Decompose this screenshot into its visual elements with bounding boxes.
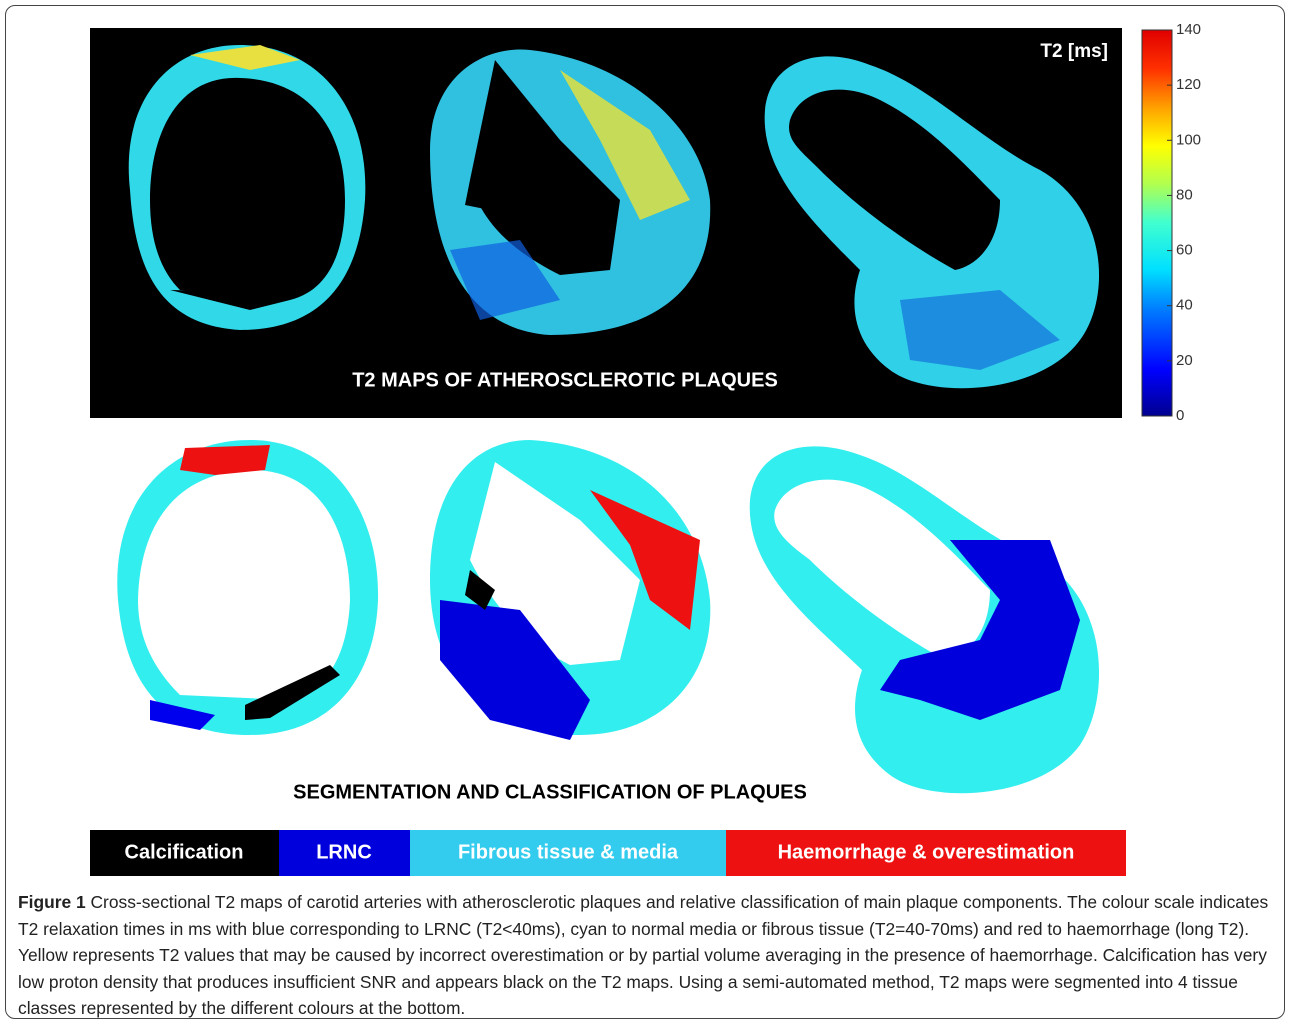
colorbar-tick-label: 20 [1176,352,1193,369]
caption-label: Figure 1 [18,892,86,912]
colorbar-tick-label: 80 [1176,186,1193,203]
colorbar-tick-label: 120 [1176,76,1201,93]
caption-text: Cross-sectional T2 maps of carotid arter… [18,892,1268,1018]
colorbar-tick-label: 0 [1176,407,1184,424]
colorbar-tick-label: 60 [1176,242,1193,259]
legend-label: LRNC [316,841,372,863]
segmentation-left [117,440,378,735]
segmentation-middle [430,440,710,740]
figure-caption: Figure 1 Cross-sectional T2 maps of caro… [18,889,1280,1022]
legend-label: Haemorrhage & overestimation [778,841,1075,863]
colorbar-tick-label: 100 [1176,131,1201,148]
figure-image: T2 [ms] T2 MAPS OF ATHEROSCLEROTIC PLAQU… [0,0,1292,880]
colorbar [1142,30,1172,416]
colorbar-label: T2 [ms] [1040,41,1108,62]
page: T2 [ms] T2 MAPS OF ATHEROSCLEROTIC PLAQU… [0,0,1292,1028]
panel-title: SEGMENTATION AND CLASSIFICATION OF PLAQU… [293,781,807,803]
legend-label: Calcification [125,841,244,863]
panel-title: T2 MAPS OF ATHEROSCLEROTIC PLAQUES [352,369,778,391]
colorbar-tick-label: 140 [1176,21,1201,38]
segmentation-right [750,446,1099,793]
colorbar-tick-label: 40 [1176,297,1193,314]
legend-label: Fibrous tissue & media [458,841,679,863]
